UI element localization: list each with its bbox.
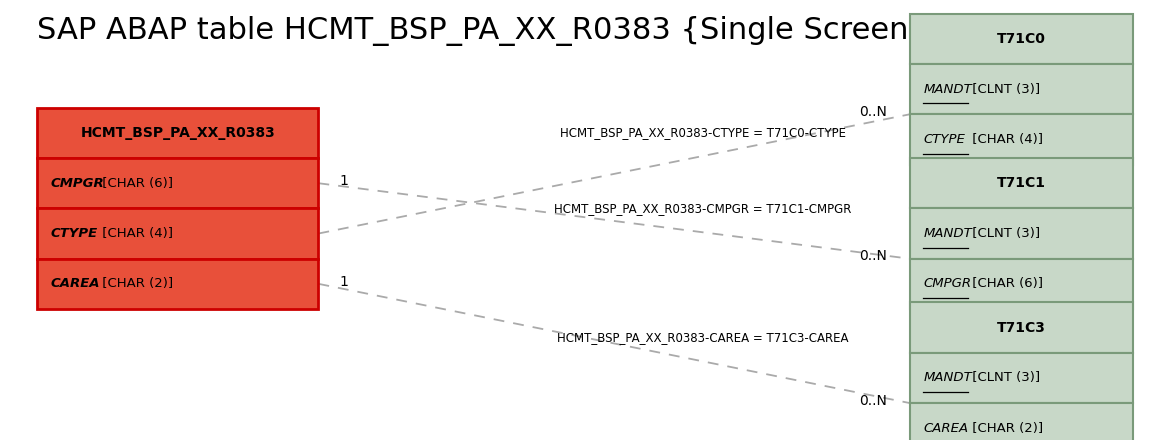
FancyBboxPatch shape (909, 114, 1133, 165)
Text: CTYPE: CTYPE (923, 133, 965, 146)
FancyBboxPatch shape (909, 303, 1133, 353)
FancyBboxPatch shape (37, 158, 319, 208)
Text: CTYPE: CTYPE (51, 227, 98, 240)
Text: 1: 1 (340, 275, 348, 289)
FancyBboxPatch shape (909, 208, 1133, 259)
Text: [CLNT (3)]: [CLNT (3)] (969, 371, 1040, 385)
Text: HCMT_BSP_PA_XX_R0383: HCMT_BSP_PA_XX_R0383 (81, 126, 275, 140)
Text: CAREA: CAREA (923, 422, 969, 435)
FancyBboxPatch shape (37, 108, 319, 158)
Text: MANDT: MANDT (923, 227, 972, 240)
Text: 0..N: 0..N (859, 394, 887, 408)
FancyBboxPatch shape (37, 208, 319, 259)
Text: T71C0: T71C0 (997, 32, 1046, 46)
Text: 0..N: 0..N (859, 105, 887, 119)
Text: MANDT: MANDT (923, 371, 972, 385)
FancyBboxPatch shape (909, 259, 1133, 309)
Text: CMPGR: CMPGR (923, 277, 971, 290)
Text: T71C1: T71C1 (997, 176, 1046, 190)
Text: SAP ABAP table HCMT_BSP_PA_XX_R0383 {Single Screen}: SAP ABAP table HCMT_BSP_PA_XX_R0383 {Sin… (37, 16, 928, 46)
FancyBboxPatch shape (909, 158, 1133, 208)
Text: CMPGR: CMPGR (51, 177, 105, 190)
FancyBboxPatch shape (909, 64, 1133, 114)
Text: [CHAR (2)]: [CHAR (2)] (98, 277, 173, 290)
Text: 0..N: 0..N (859, 249, 887, 264)
Text: [CHAR (4)]: [CHAR (4)] (98, 227, 173, 240)
Text: HCMT_BSP_PA_XX_R0383-CAREA = T71C3-CAREA: HCMT_BSP_PA_XX_R0383-CAREA = T71C3-CAREA (557, 331, 848, 344)
FancyBboxPatch shape (909, 353, 1133, 403)
Text: T71C3: T71C3 (997, 321, 1046, 334)
FancyBboxPatch shape (37, 259, 319, 309)
Text: HCMT_BSP_PA_XX_R0383-CMPGR = T71C1-CMPGR: HCMT_BSP_PA_XX_R0383-CMPGR = T71C1-CMPGR (554, 202, 852, 215)
Text: [CHAR (2)]: [CHAR (2)] (969, 422, 1043, 435)
FancyBboxPatch shape (909, 403, 1133, 443)
Text: [CHAR (6)]: [CHAR (6)] (98, 177, 173, 190)
Text: 1: 1 (340, 174, 348, 188)
Text: CAREA: CAREA (51, 277, 100, 290)
FancyBboxPatch shape (909, 14, 1133, 64)
Text: [CLNT (3)]: [CLNT (3)] (969, 83, 1040, 96)
Text: [CLNT (3)]: [CLNT (3)] (969, 227, 1040, 240)
Text: [CHAR (4)]: [CHAR (4)] (969, 133, 1043, 146)
Text: HCMT_BSP_PA_XX_R0383-CTYPE = T71C0-CTYPE: HCMT_BSP_PA_XX_R0383-CTYPE = T71C0-CTYPE (560, 125, 846, 139)
Text: [CHAR (6)]: [CHAR (6)] (969, 277, 1043, 290)
Text: MANDT: MANDT (923, 83, 972, 96)
